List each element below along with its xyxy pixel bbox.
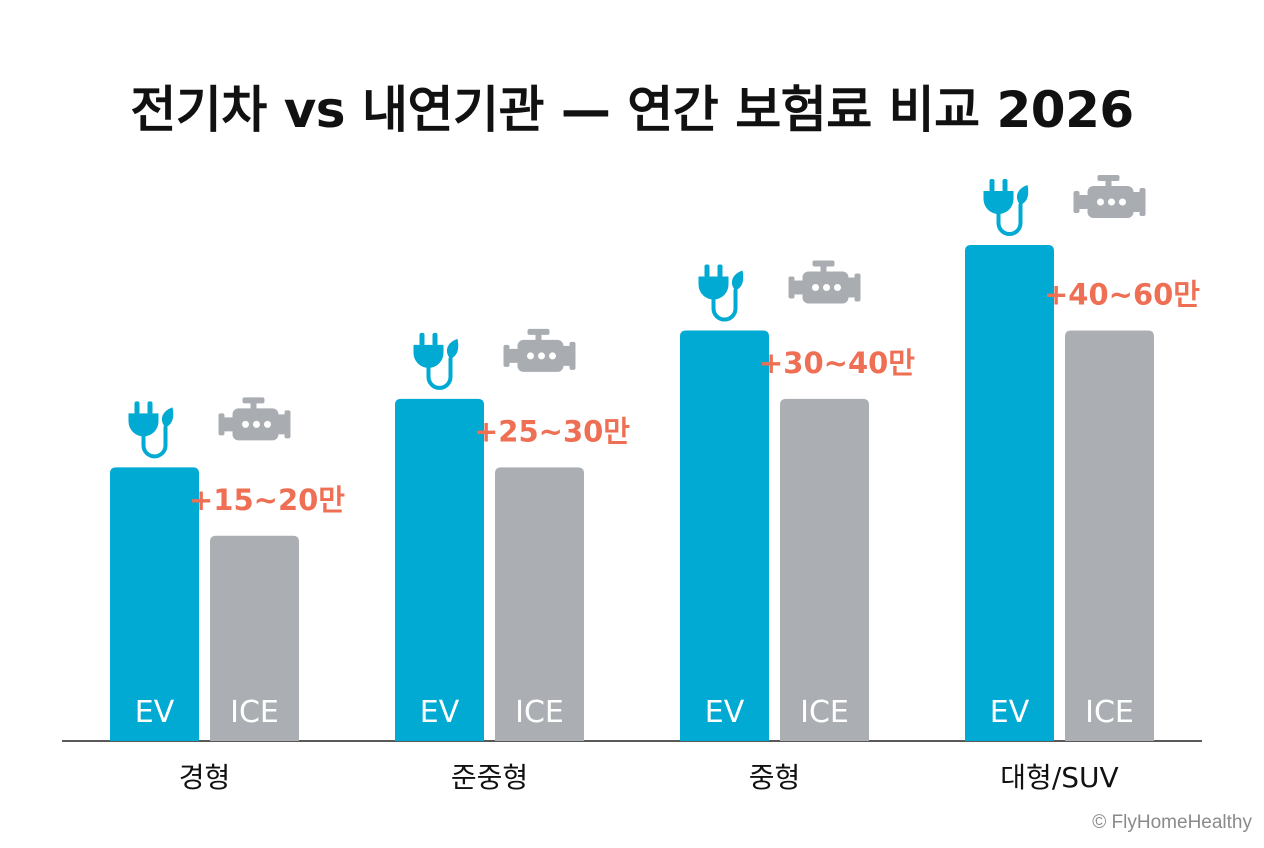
ev-bar-label: EV [135,695,175,730]
ev-bar [110,467,199,741]
copyright-credit: © FlyHomeHealthy [1092,812,1252,833]
ev-bar-label: EV [990,695,1030,730]
difference-label: +15~20만 [189,483,345,517]
ice-bar-label: ICE [1085,695,1134,730]
ev-bar [965,245,1054,741]
difference-label: +40~60만 [1044,278,1200,312]
ev-plug-icon [698,264,744,322]
ice-bar-label: ICE [230,695,279,730]
chart-title: 전기차 vs 내연기관 — 연간 보험료 비교 2026 [130,81,1134,139]
ice-bar [780,398,869,741]
ev-bar [395,398,484,741]
category-label: 경형 [179,761,231,794]
ev-plug-icon [983,179,1029,236]
engine-icon [218,397,291,441]
category-label: 대형/SUV [1000,761,1118,794]
engine-icon [788,260,861,304]
ice-bar-label: ICE [515,695,564,730]
ice-bar-label: ICE [800,695,849,730]
ice-bar [495,467,584,741]
difference-label: +25~30만 [474,414,630,448]
ev-plug-icon [128,401,174,459]
engine-icon [1073,175,1146,218]
ice-bar [1065,330,1154,741]
ev-bar-label: EV [705,695,745,730]
difference-label: +30~40만 [759,346,915,380]
ice-bar [210,535,299,741]
ev-bar [680,330,769,741]
engine-icon [503,328,576,372]
ev-bar-label: EV [420,695,460,730]
ev-plug-icon [413,332,459,390]
category-label: 중형 [749,761,801,794]
category-label: 준중형 [451,761,528,794]
